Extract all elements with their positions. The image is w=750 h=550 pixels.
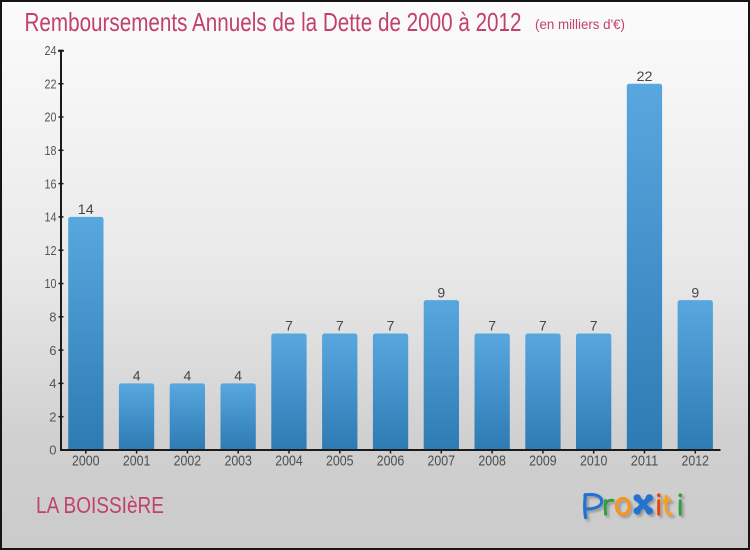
svg-text:7: 7 bbox=[488, 318, 496, 334]
svg-text:14: 14 bbox=[45, 210, 57, 225]
svg-text:2010: 2010 bbox=[580, 453, 608, 470]
svg-text:20: 20 bbox=[45, 110, 57, 125]
svg-text:(en milliers d'€): (en milliers d'€) bbox=[535, 16, 625, 32]
svg-text:2012: 2012 bbox=[682, 453, 710, 470]
svg-text:LA BOISSIèRE: LA BOISSIèRE bbox=[36, 492, 164, 518]
svg-text:7: 7 bbox=[590, 318, 598, 334]
svg-text:2008: 2008 bbox=[478, 453, 506, 470]
svg-text:Remboursements Annuels de la D: Remboursements Annuels de la Dette de 20… bbox=[25, 7, 522, 37]
svg-text:2005: 2005 bbox=[326, 453, 354, 470]
svg-text:7: 7 bbox=[387, 318, 395, 334]
svg-text:24: 24 bbox=[45, 43, 57, 58]
svg-text:12: 12 bbox=[45, 243, 57, 258]
svg-text:0: 0 bbox=[49, 443, 56, 458]
svg-text:10: 10 bbox=[45, 276, 57, 291]
svg-text:8: 8 bbox=[49, 310, 56, 325]
svg-text:22: 22 bbox=[637, 68, 653, 84]
svg-text:2009: 2009 bbox=[529, 453, 557, 470]
svg-text:4: 4 bbox=[234, 368, 242, 384]
svg-text:2001: 2001 bbox=[123, 453, 151, 470]
svg-text:4: 4 bbox=[49, 376, 56, 391]
svg-text:16: 16 bbox=[45, 176, 57, 191]
svg-text:4: 4 bbox=[184, 368, 192, 384]
svg-text:7: 7 bbox=[539, 318, 547, 334]
svg-text:6: 6 bbox=[49, 343, 56, 358]
svg-text:2004: 2004 bbox=[275, 453, 303, 470]
svg-text:2000: 2000 bbox=[72, 453, 100, 470]
svg-text:2003: 2003 bbox=[224, 453, 252, 470]
svg-text:4: 4 bbox=[133, 368, 141, 384]
svg-text:14: 14 bbox=[78, 201, 94, 217]
svg-text:2007: 2007 bbox=[428, 453, 456, 470]
svg-text:2: 2 bbox=[49, 409, 56, 424]
svg-text:7: 7 bbox=[285, 318, 293, 334]
svg-text:9: 9 bbox=[691, 284, 699, 300]
svg-text:7: 7 bbox=[336, 318, 344, 334]
svg-text:2011: 2011 bbox=[631, 453, 659, 470]
svg-text:2006: 2006 bbox=[377, 453, 405, 470]
svg-text:9: 9 bbox=[437, 284, 445, 300]
svg-text:2002: 2002 bbox=[174, 453, 202, 470]
svg-text:22: 22 bbox=[45, 76, 57, 91]
svg-text:18: 18 bbox=[45, 143, 57, 158]
